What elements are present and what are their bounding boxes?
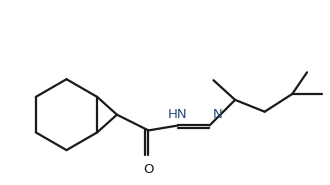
Text: O: O — [143, 163, 154, 176]
Text: N: N — [213, 107, 222, 121]
Text: HN: HN — [168, 107, 188, 121]
